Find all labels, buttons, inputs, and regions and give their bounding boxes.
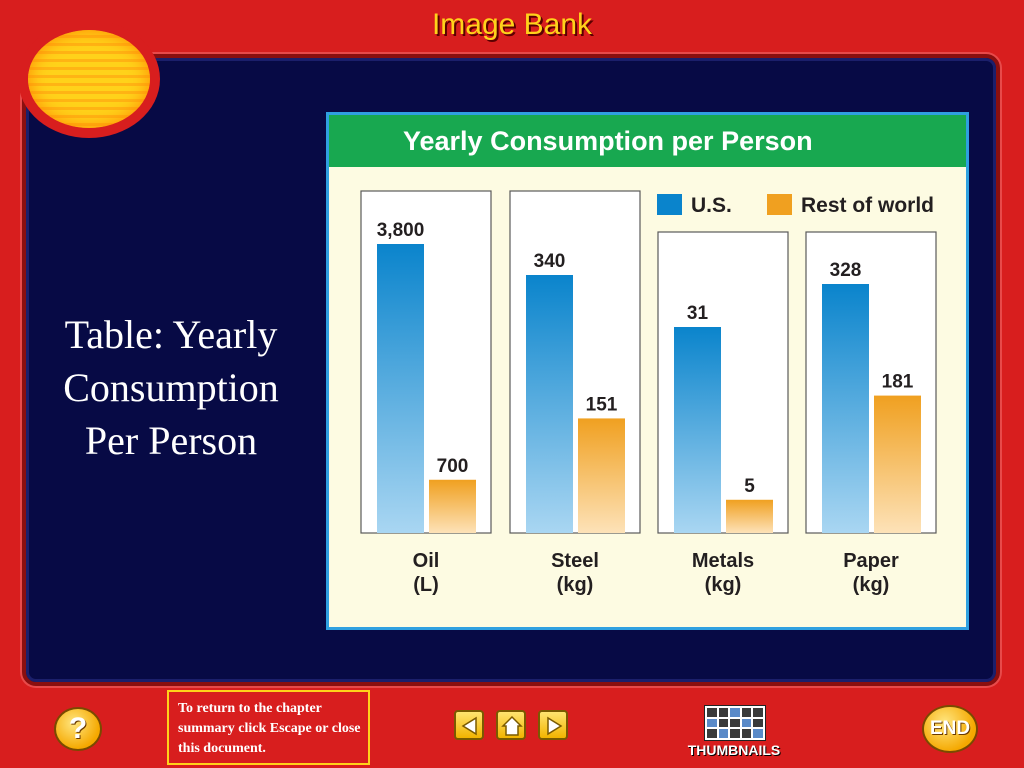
left-arrow-icon xyxy=(461,716,477,736)
chart-bars: 3,800700Oil(L)340151Steel(kg)315Metals(k… xyxy=(360,190,937,596)
category-label-steel: Steel xyxy=(551,550,599,572)
thumbnails-grid-icon[interactable] xyxy=(704,705,766,741)
category-label-metals: Metals xyxy=(692,550,754,572)
chart-legend: U.S. Rest of world xyxy=(657,194,934,217)
bar-us-oil xyxy=(377,244,424,533)
bar-us-metals xyxy=(674,327,721,533)
category-label-paper: Paper xyxy=(843,550,899,572)
value-label-us-metals: 31 xyxy=(687,303,709,324)
bar-rest-metals xyxy=(726,499,773,533)
value-label-rest-paper: 181 xyxy=(882,372,914,393)
bar-rest-oil xyxy=(429,479,476,533)
unit-label-paper: (kg) xyxy=(853,574,890,596)
home-button[interactable] xyxy=(496,710,526,740)
bar-rest-paper xyxy=(874,395,921,533)
previous-button[interactable] xyxy=(454,710,484,740)
value-label-rest-metals: 5 xyxy=(744,476,755,497)
unit-label-metals: (kg) xyxy=(705,574,742,596)
chart-frame: Yearly Consumption per Person U.S. Rest o… xyxy=(326,112,969,630)
category-label-oil: Oil xyxy=(413,550,440,572)
caption-line-2: Consumption xyxy=(63,365,279,410)
page-title: Image Bank xyxy=(431,8,593,41)
value-label-us-oil: 3,800 xyxy=(377,220,425,241)
legend-swatch-1 xyxy=(767,194,792,215)
home-icon xyxy=(501,715,523,736)
return-instructions: To return to the chapter summary click E… xyxy=(167,690,370,765)
value-label-us-steel: 340 xyxy=(534,251,566,272)
caption-line-1: Table: Yearly xyxy=(64,312,278,357)
unit-label-oil: (L) xyxy=(413,574,439,596)
caption-line-3: Per Person xyxy=(84,418,258,463)
bar-us-paper xyxy=(822,284,869,533)
consumption-chart: Yearly Consumption per Person U.S. Rest o… xyxy=(329,115,966,627)
next-button[interactable] xyxy=(538,710,568,740)
legend-label-0: U.S. xyxy=(691,194,732,217)
right-arrow-icon xyxy=(547,716,563,736)
value-label-rest-oil: 700 xyxy=(437,456,469,477)
legend-swatch-0 xyxy=(657,194,682,215)
sun-logo-inner xyxy=(28,30,150,128)
help-button[interactable]: ? xyxy=(54,707,102,751)
value-label-us-paper: 328 xyxy=(830,260,862,281)
chart-title-bar xyxy=(329,115,966,167)
bar-us-steel xyxy=(526,275,573,533)
chart-title: Yearly Consumption per Person xyxy=(403,126,813,156)
value-label-rest-steel: 151 xyxy=(586,394,618,415)
unit-label-steel: (kg) xyxy=(557,574,594,596)
side-caption: Table: Yearly Consumption Per Person xyxy=(40,308,302,467)
sun-logo xyxy=(18,20,160,138)
bar-rest-steel xyxy=(578,418,625,533)
legend-label-1: Rest of world xyxy=(801,194,934,217)
thumbnails-button[interactable]: THUMBNAILS xyxy=(687,742,781,758)
end-button[interactable]: END xyxy=(922,705,978,753)
